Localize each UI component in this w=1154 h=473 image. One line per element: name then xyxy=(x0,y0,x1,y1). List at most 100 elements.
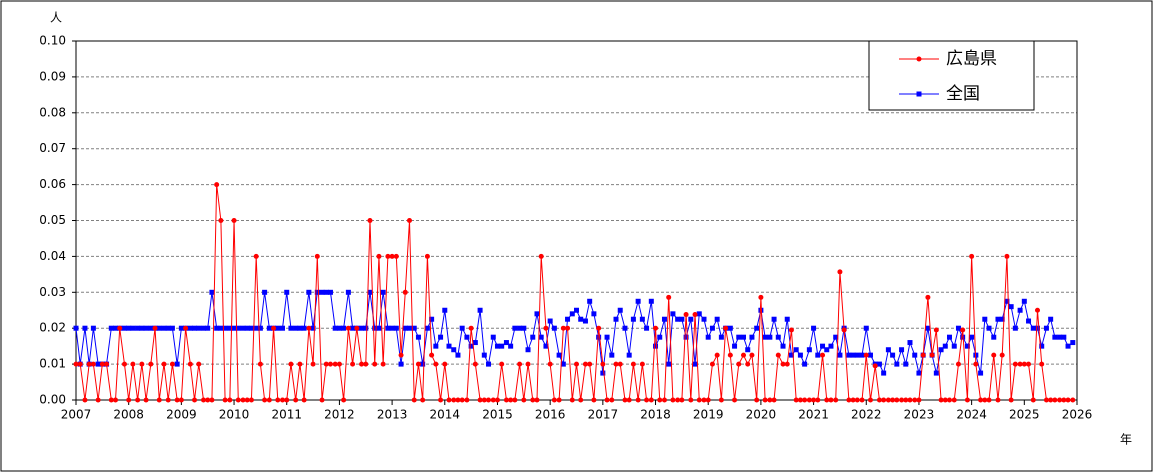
marker xyxy=(788,327,794,333)
marker xyxy=(854,397,860,403)
marker xyxy=(863,325,869,331)
marker xyxy=(969,334,975,340)
marker xyxy=(486,361,492,367)
marker xyxy=(1070,397,1076,403)
x-tick-label: 2021 xyxy=(798,408,829,422)
marker xyxy=(863,352,869,358)
marker xyxy=(947,334,953,340)
x-tick-label: 2015 xyxy=(482,408,513,422)
marker xyxy=(481,352,487,358)
marker xyxy=(758,307,764,313)
marker xyxy=(275,325,281,331)
marker xyxy=(161,361,167,367)
marker xyxy=(192,325,198,331)
marker xyxy=(538,253,544,259)
marker xyxy=(569,311,575,317)
marker xyxy=(354,325,360,331)
plot-frame xyxy=(75,40,1078,401)
marker xyxy=(1048,397,1054,403)
marker xyxy=(833,334,839,340)
marker xyxy=(293,325,299,331)
marker xyxy=(802,361,808,367)
marker xyxy=(749,334,755,340)
marker xyxy=(964,343,970,349)
marker xyxy=(736,361,742,367)
marker xyxy=(301,325,307,331)
marker xyxy=(472,361,478,367)
marker xyxy=(657,397,663,403)
marker xyxy=(565,316,571,322)
marker xyxy=(486,397,492,403)
marker xyxy=(508,343,514,349)
marker xyxy=(451,347,457,353)
x-tick-label: 2011 xyxy=(271,408,302,422)
marker xyxy=(626,352,632,358)
marker xyxy=(771,397,777,403)
marker xyxy=(218,325,224,331)
marker xyxy=(222,397,228,403)
marker xyxy=(815,397,821,403)
marker xyxy=(240,397,246,403)
marker xyxy=(859,352,865,358)
marker xyxy=(398,361,404,367)
marker xyxy=(587,361,593,367)
marker xyxy=(521,325,527,331)
marker xyxy=(314,253,320,259)
marker xyxy=(1061,334,1067,340)
marker xyxy=(666,361,672,367)
marker xyxy=(332,361,338,367)
marker xyxy=(393,325,399,331)
marker xyxy=(982,316,988,322)
marker xyxy=(688,316,694,322)
marker xyxy=(890,352,896,358)
marker xyxy=(1008,304,1014,310)
marker xyxy=(95,397,101,403)
marker xyxy=(727,352,733,358)
marker xyxy=(780,361,786,367)
y-unit: 人 xyxy=(50,11,62,25)
marker xyxy=(275,397,281,403)
x-tick-label: 2012 xyxy=(324,408,355,422)
marker xyxy=(1030,397,1036,403)
marker xyxy=(266,325,272,331)
marker xyxy=(284,397,290,403)
marker xyxy=(591,397,597,403)
marker xyxy=(1039,361,1045,367)
marker xyxy=(657,334,663,340)
marker xyxy=(925,294,931,300)
marker xyxy=(446,397,452,403)
marker xyxy=(661,397,667,403)
marker xyxy=(323,289,329,295)
marker xyxy=(327,361,333,367)
marker xyxy=(556,352,562,358)
marker xyxy=(415,361,421,367)
marker xyxy=(148,325,154,331)
marker xyxy=(214,182,220,188)
marker xyxy=(714,352,720,358)
marker xyxy=(609,397,615,403)
marker xyxy=(938,347,944,353)
marker xyxy=(152,325,158,331)
marker xyxy=(846,352,852,358)
marker xyxy=(969,253,975,259)
marker xyxy=(995,316,1001,322)
marker xyxy=(130,361,136,367)
marker xyxy=(534,311,540,317)
marker xyxy=(433,343,439,349)
marker xyxy=(530,397,536,403)
series xyxy=(73,182,1076,403)
marker xyxy=(266,397,272,403)
marker xyxy=(991,352,997,358)
marker xyxy=(1061,397,1067,403)
marker xyxy=(1021,361,1027,367)
marker xyxy=(231,325,237,331)
marker xyxy=(174,361,180,367)
marker xyxy=(121,325,127,331)
marker xyxy=(617,307,623,313)
marker xyxy=(850,397,856,403)
marker xyxy=(986,397,992,403)
marker xyxy=(604,334,610,340)
marker xyxy=(955,361,961,367)
y-tick-label: 0.07 xyxy=(39,141,66,155)
y-tick-label: 0.06 xyxy=(39,177,66,191)
